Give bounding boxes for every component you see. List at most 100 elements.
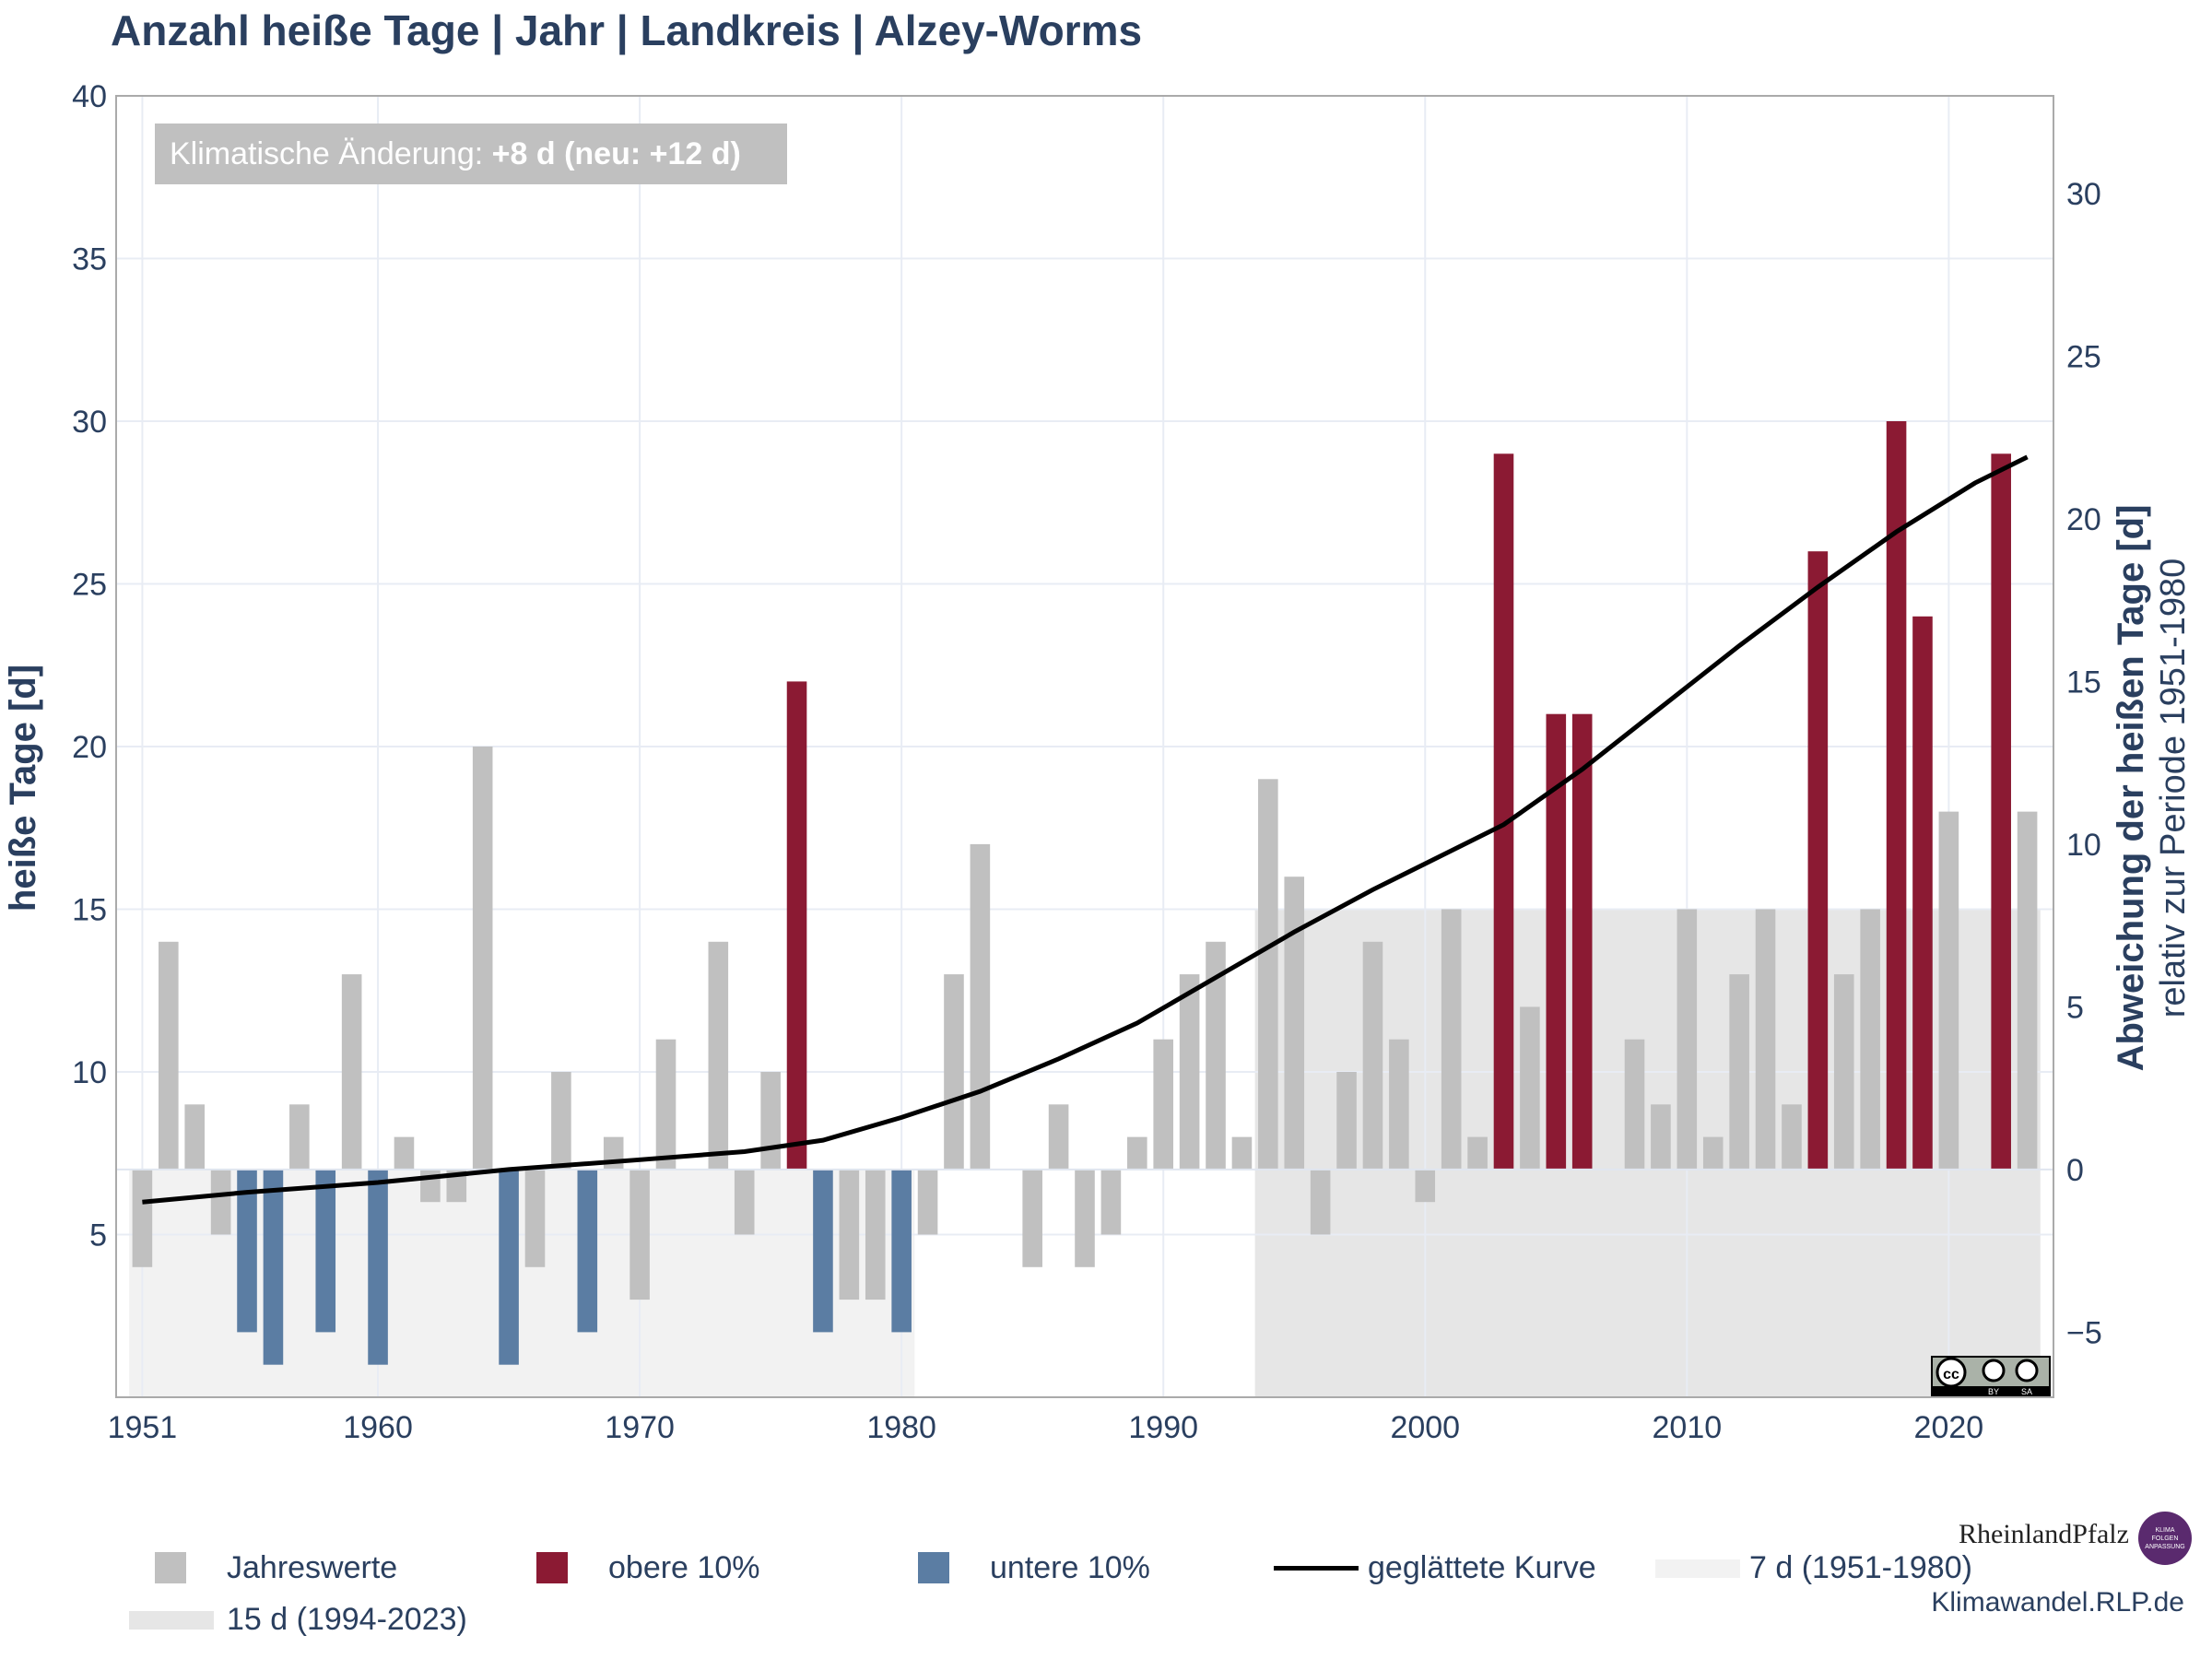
- bar-1963[interactable]: [446, 1169, 467, 1203]
- bar-1964[interactable]: [472, 747, 493, 1170]
- bar-2010[interactable]: [1677, 909, 1698, 1170]
- bar-1965[interactable]: [499, 1169, 519, 1365]
- klima-badge-line: ANPASSUNG: [2145, 1544, 2185, 1550]
- bar-2023[interactable]: [2017, 811, 2038, 1170]
- legend-item-smooth[interactable]: geglättete Kurve: [1274, 1548, 1624, 1589]
- legend-label: untere 10%: [990, 1550, 1150, 1585]
- bar-1967[interactable]: [551, 1072, 571, 1170]
- bar-1961[interactable]: [394, 1136, 415, 1170]
- bar-1992[interactable]: [1206, 941, 1226, 1170]
- bar-1991[interactable]: [1179, 974, 1200, 1170]
- bar-2000[interactable]: [1415, 1169, 1436, 1203]
- legend-item-ref-band[interactable]: 7 d (1951-1980): [1655, 1548, 2024, 1589]
- bar-1985[interactable]: [1022, 1169, 1042, 1267]
- by-icon: [1982, 1359, 2006, 1382]
- legend-item-jahreswerte[interactable]: Jahreswerte: [155, 1548, 431, 1589]
- bar-2006[interactable]: [1571, 713, 1593, 1170]
- bar-1983[interactable]: [970, 843, 991, 1170]
- bar-1996[interactable]: [1310, 1169, 1331, 1235]
- legend-item-new-band[interactable]: 15 d (1994-2023): [129, 1600, 516, 1641]
- bar-1953[interactable]: [184, 1104, 206, 1170]
- rlp-logo: RheinlandPfalz KLIMA FOLGEN ANPASSUNG: [1940, 1512, 2198, 1576]
- bar-2008[interactable]: [1624, 1039, 1645, 1170]
- legend-item-lower[interactable]: untere 10%: [918, 1548, 1194, 1589]
- bar-2019[interactable]: [1912, 616, 1933, 1170]
- sa-icon: [2015, 1359, 2039, 1382]
- bar-2012[interactable]: [1729, 974, 1749, 1170]
- bar-2022[interactable]: [1991, 453, 2011, 1170]
- klima-badge-line: KLIMA: [2155, 1527, 2175, 1534]
- bar-2004[interactable]: [1520, 1006, 1540, 1170]
- bar-1986[interactable]: [1048, 1104, 1069, 1170]
- bar-1957[interactable]: [289, 1104, 310, 1170]
- legend-label: Jahreswerte: [227, 1550, 398, 1585]
- bar-1989[interactable]: [1127, 1136, 1147, 1170]
- bar-1952[interactable]: [159, 941, 179, 1170]
- bar-1977[interactable]: [813, 1169, 833, 1333]
- credit-link[interactable]: Klimawandel.RLP.de: [1931, 1587, 2184, 1618]
- cc-label-sa: SA: [2021, 1387, 2032, 1396]
- legend-swatch: [1274, 1566, 1359, 1571]
- bar-2018[interactable]: [1886, 421, 1907, 1170]
- smooth-line: [142, 454, 2029, 1205]
- bar-1974[interactable]: [734, 1169, 755, 1235]
- bar-1997[interactable]: [1336, 1072, 1357, 1170]
- page-title: Anzahl heiße Tage | Jahr | Landkreis | A…: [111, 6, 1143, 54]
- bar-1971[interactable]: [655, 1039, 677, 1170]
- bar-2002[interactable]: [1467, 1136, 1488, 1170]
- bar-2005[interactable]: [1546, 713, 1567, 1170]
- bar-1993[interactable]: [1231, 1136, 1253, 1170]
- bar-2020[interactable]: [1938, 811, 1959, 1170]
- bar-1981[interactable]: [917, 1169, 938, 1235]
- bar-1973[interactable]: [708, 941, 729, 1170]
- bar-2013[interactable]: [1755, 909, 1776, 1170]
- x-tick-label: 1970: [605, 1410, 675, 1445]
- bar-2003[interactable]: [1493, 453, 1514, 1170]
- bar-2009[interactable]: [1651, 1104, 1671, 1170]
- bar-2001[interactable]: [1441, 909, 1462, 1170]
- bar-2016[interactable]: [1833, 974, 1854, 1170]
- y2-tick-label: −5: [2066, 1315, 2102, 1350]
- bar-1988[interactable]: [1100, 1169, 1122, 1235]
- bar-1951[interactable]: [132, 1169, 153, 1267]
- legend-label: geglättete Kurve: [1368, 1550, 1596, 1585]
- bar-1970[interactable]: [629, 1169, 650, 1300]
- bar-1982[interactable]: [944, 974, 964, 1170]
- x-tick-label: 1951: [108, 1410, 178, 1445]
- x-axis-ticks: 1951 1960 1970 1980 1990 2000 2010 2020: [108, 1410, 1984, 1445]
- bar-1956[interactable]: [263, 1169, 284, 1365]
- y-tick-label: 5: [89, 1218, 107, 1253]
- bar-1987[interactable]: [1075, 1169, 1095, 1267]
- bar-1960[interactable]: [368, 1169, 388, 1365]
- bar-1958[interactable]: [315, 1169, 336, 1333]
- bar-1990[interactable]: [1153, 1039, 1174, 1170]
- bar-1978[interactable]: [839, 1169, 860, 1300]
- bar-1966[interactable]: [524, 1169, 546, 1267]
- y2-tick-label: 10: [2066, 828, 2101, 863]
- bar-1968[interactable]: [577, 1169, 598, 1333]
- bar-2017[interactable]: [1860, 909, 1880, 1170]
- bar-1975[interactable]: [760, 1072, 781, 1170]
- legend-item-upper[interactable]: obere 10%: [536, 1548, 813, 1589]
- bar-1979[interactable]: [865, 1169, 886, 1300]
- y-axis-ticks: 5 10 15 20 25 30 35 40: [72, 79, 107, 1253]
- annotation-prefix: Klimatische Änderung:: [170, 136, 492, 171]
- reference-band-1951-1980: [129, 1169, 915, 1397]
- legend-swatch: [536, 1552, 568, 1583]
- bar-2011[interactable]: [1702, 1136, 1724, 1170]
- bar-1999[interactable]: [1389, 1039, 1409, 1170]
- x-tick-label: 2010: [1653, 1410, 1723, 1445]
- bar-1955[interactable]: [237, 1169, 257, 1333]
- bar-1976[interactable]: [786, 681, 807, 1170]
- bar-1994[interactable]: [1258, 779, 1278, 1170]
- bar-2015[interactable]: [1807, 551, 1829, 1170]
- y2-axis-ticks: −5 0 5 10 15 20 25 30: [2066, 177, 2102, 1351]
- bar-1995[interactable]: [1284, 877, 1305, 1170]
- bar-1954[interactable]: [210, 1169, 231, 1235]
- bar-2014[interactable]: [1782, 1104, 1802, 1170]
- bar-1998[interactable]: [1362, 941, 1383, 1170]
- bar-1969[interactable]: [603, 1136, 624, 1170]
- bar-1959[interactable]: [341, 974, 362, 1170]
- bar-1980[interactable]: [891, 1169, 912, 1333]
